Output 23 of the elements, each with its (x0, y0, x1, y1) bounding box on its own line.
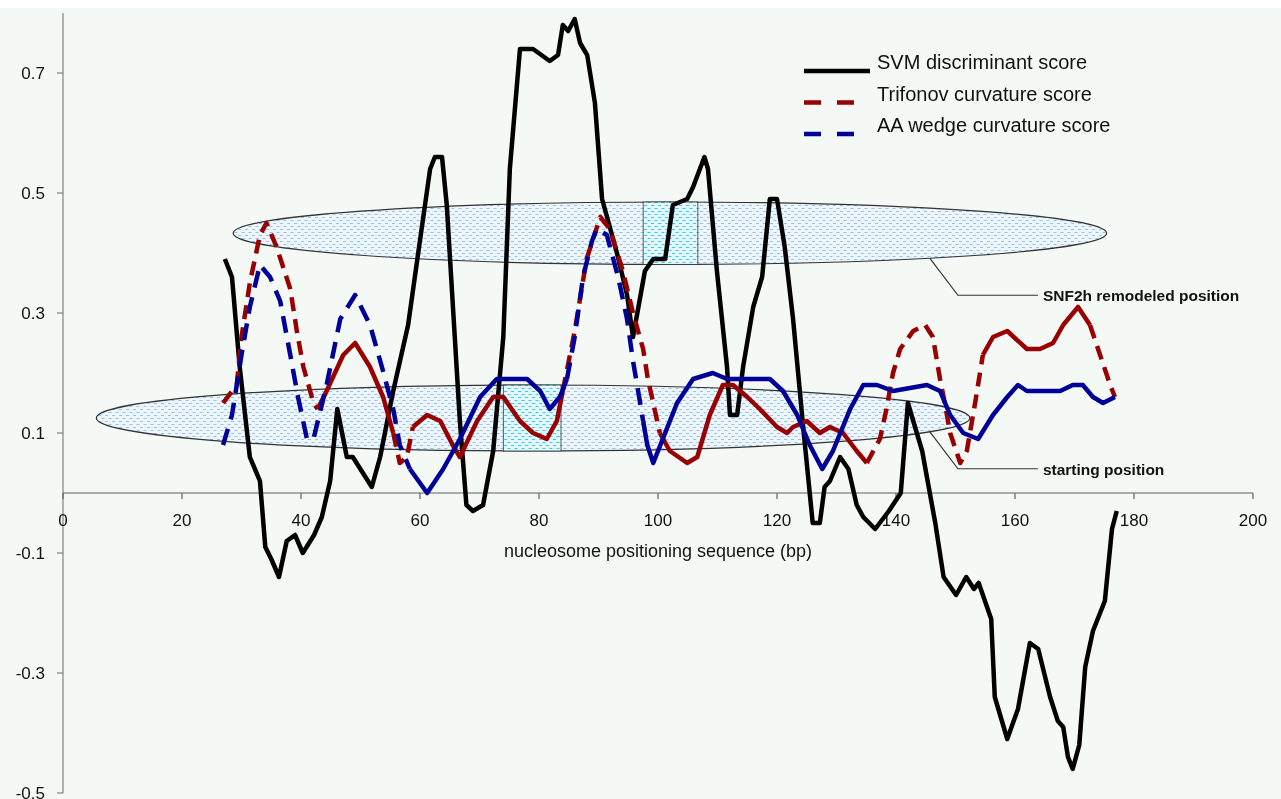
y-tick-label: 0.7 (21, 63, 45, 83)
x-tick-label: 160 (1000, 510, 1030, 530)
y-tick-label: 0.5 (21, 183, 45, 203)
legend-label: SVM discriminant score (877, 51, 1088, 73)
x-tick-label: 20 (172, 510, 192, 530)
annotation: starting position (1042, 460, 1165, 478)
y-tick-label: -0.3 (15, 663, 45, 683)
x-tick-label: 0 (58, 510, 68, 530)
x-tick-label: 40 (291, 510, 311, 530)
y-tick-label: -0.5 (15, 783, 45, 799)
x-axis-title: nucleosome positioning sequence (bp) (503, 541, 813, 561)
y-tick-label: -0.1 (15, 543, 45, 563)
x-tick-label: 120 (762, 510, 792, 530)
x-tick-label: 200 (1238, 510, 1268, 530)
x-tick-label: 80 (529, 510, 549, 530)
annotation: SNF2h remodeled position (1042, 286, 1240, 304)
y-tick-label: 0.1 (21, 423, 45, 443)
legend-label: AA wedge curvature score (877, 114, 1111, 136)
x-tick-label: 100 (643, 510, 673, 530)
x-tick-label: 180 (1119, 510, 1149, 530)
x-tick-label: 60 (410, 510, 430, 530)
legend-label: Trifonov curvature score (877, 82, 1092, 105)
y-tick-label: 0.3 (21, 303, 45, 323)
